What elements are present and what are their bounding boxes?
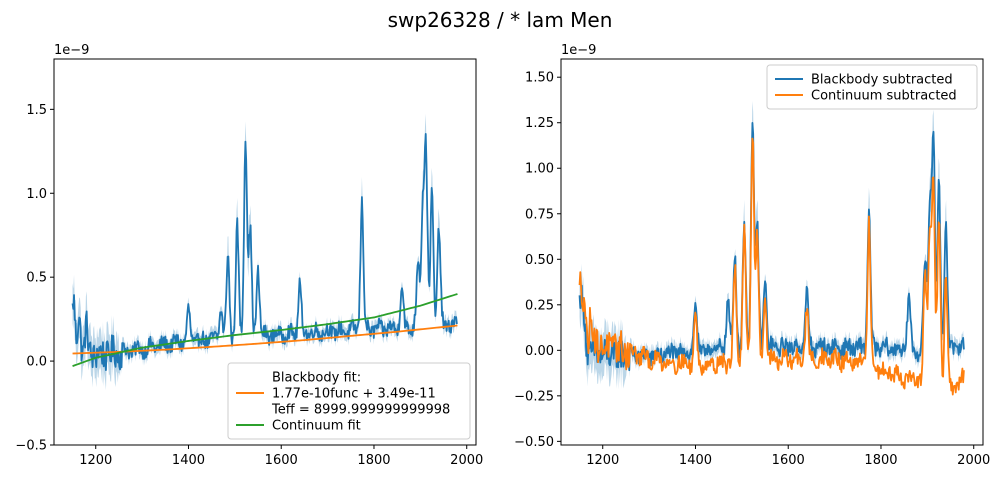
right-xtick-label: 2000 bbox=[957, 453, 990, 468]
right-xtick-label: 1200 bbox=[586, 453, 619, 468]
left-xtick-label: 1400 bbox=[172, 453, 205, 468]
left-legend-box bbox=[227, 362, 471, 440]
right-offset-text: 1e−9 bbox=[561, 43, 596, 58]
right-legend-label: Continuum subtracted bbox=[811, 89, 957, 104]
right-ytick-label: 0.75 bbox=[525, 207, 554, 222]
left-series-0-line bbox=[71, 133, 458, 372]
right-ytick-label: 1.50 bbox=[525, 71, 554, 86]
left-xtick-label: 1600 bbox=[265, 453, 298, 468]
left-xtick-label: 1800 bbox=[357, 453, 390, 468]
left-ytick-label: 0.0 bbox=[26, 355, 47, 370]
right-ytick-label: 0.00 bbox=[525, 344, 554, 359]
left-legend-label: Continuum fit bbox=[272, 419, 361, 434]
right-ytick-label: 0.50 bbox=[525, 253, 554, 268]
left-chart: Blackbody fit:1.77e-10func + 3.49e-11Tef… bbox=[15, 43, 483, 468]
right-xtick-label: 1600 bbox=[772, 453, 805, 468]
right-legend-label: Blackbody subtracted bbox=[811, 73, 953, 88]
left-legend-label: Teff = 8999.999999999998 bbox=[271, 403, 450, 418]
left-series-2-line bbox=[72, 293, 458, 367]
right-ytick-label: 0.25 bbox=[525, 298, 554, 313]
left-xtick-label: 1200 bbox=[79, 453, 112, 468]
right-ytick-label: 1.00 bbox=[525, 162, 554, 177]
left-xtick-label: 2000 bbox=[450, 453, 483, 468]
right-ytick-label: −0.25 bbox=[514, 389, 554, 404]
left-axes-frame bbox=[53, 58, 477, 446]
figure-title: swp26328 / * lam Men bbox=[388, 8, 613, 32]
right-xtick-label: 1800 bbox=[864, 453, 897, 468]
right-legend-box bbox=[766, 64, 978, 110]
left-ytick-label: −0.5 bbox=[15, 439, 47, 454]
left-ytick-label: 0.5 bbox=[26, 271, 47, 286]
left-ytick-label: 1.5 bbox=[26, 103, 47, 118]
right-series-1-line bbox=[578, 137, 965, 396]
right-ytick-label: 1.25 bbox=[525, 116, 554, 131]
left-series-1-line bbox=[72, 324, 458, 355]
right-ytick-label: −0.50 bbox=[514, 435, 554, 450]
left-ytick-label: 1.0 bbox=[26, 187, 47, 202]
right-xtick-label: 1400 bbox=[679, 453, 712, 468]
left-offset-text: 1e−9 bbox=[54, 43, 89, 58]
left-legend-label: Blackbody fit: bbox=[272, 371, 361, 386]
right-axes-frame bbox=[560, 58, 984, 446]
left-legend-label: 1.77e-10func + 3.49e-11 bbox=[272, 387, 436, 402]
left-legend: Blackbody fit:1.77e-10func + 3.49e-11Tef… bbox=[227, 362, 471, 440]
right-plot-area bbox=[561, 59, 983, 445]
